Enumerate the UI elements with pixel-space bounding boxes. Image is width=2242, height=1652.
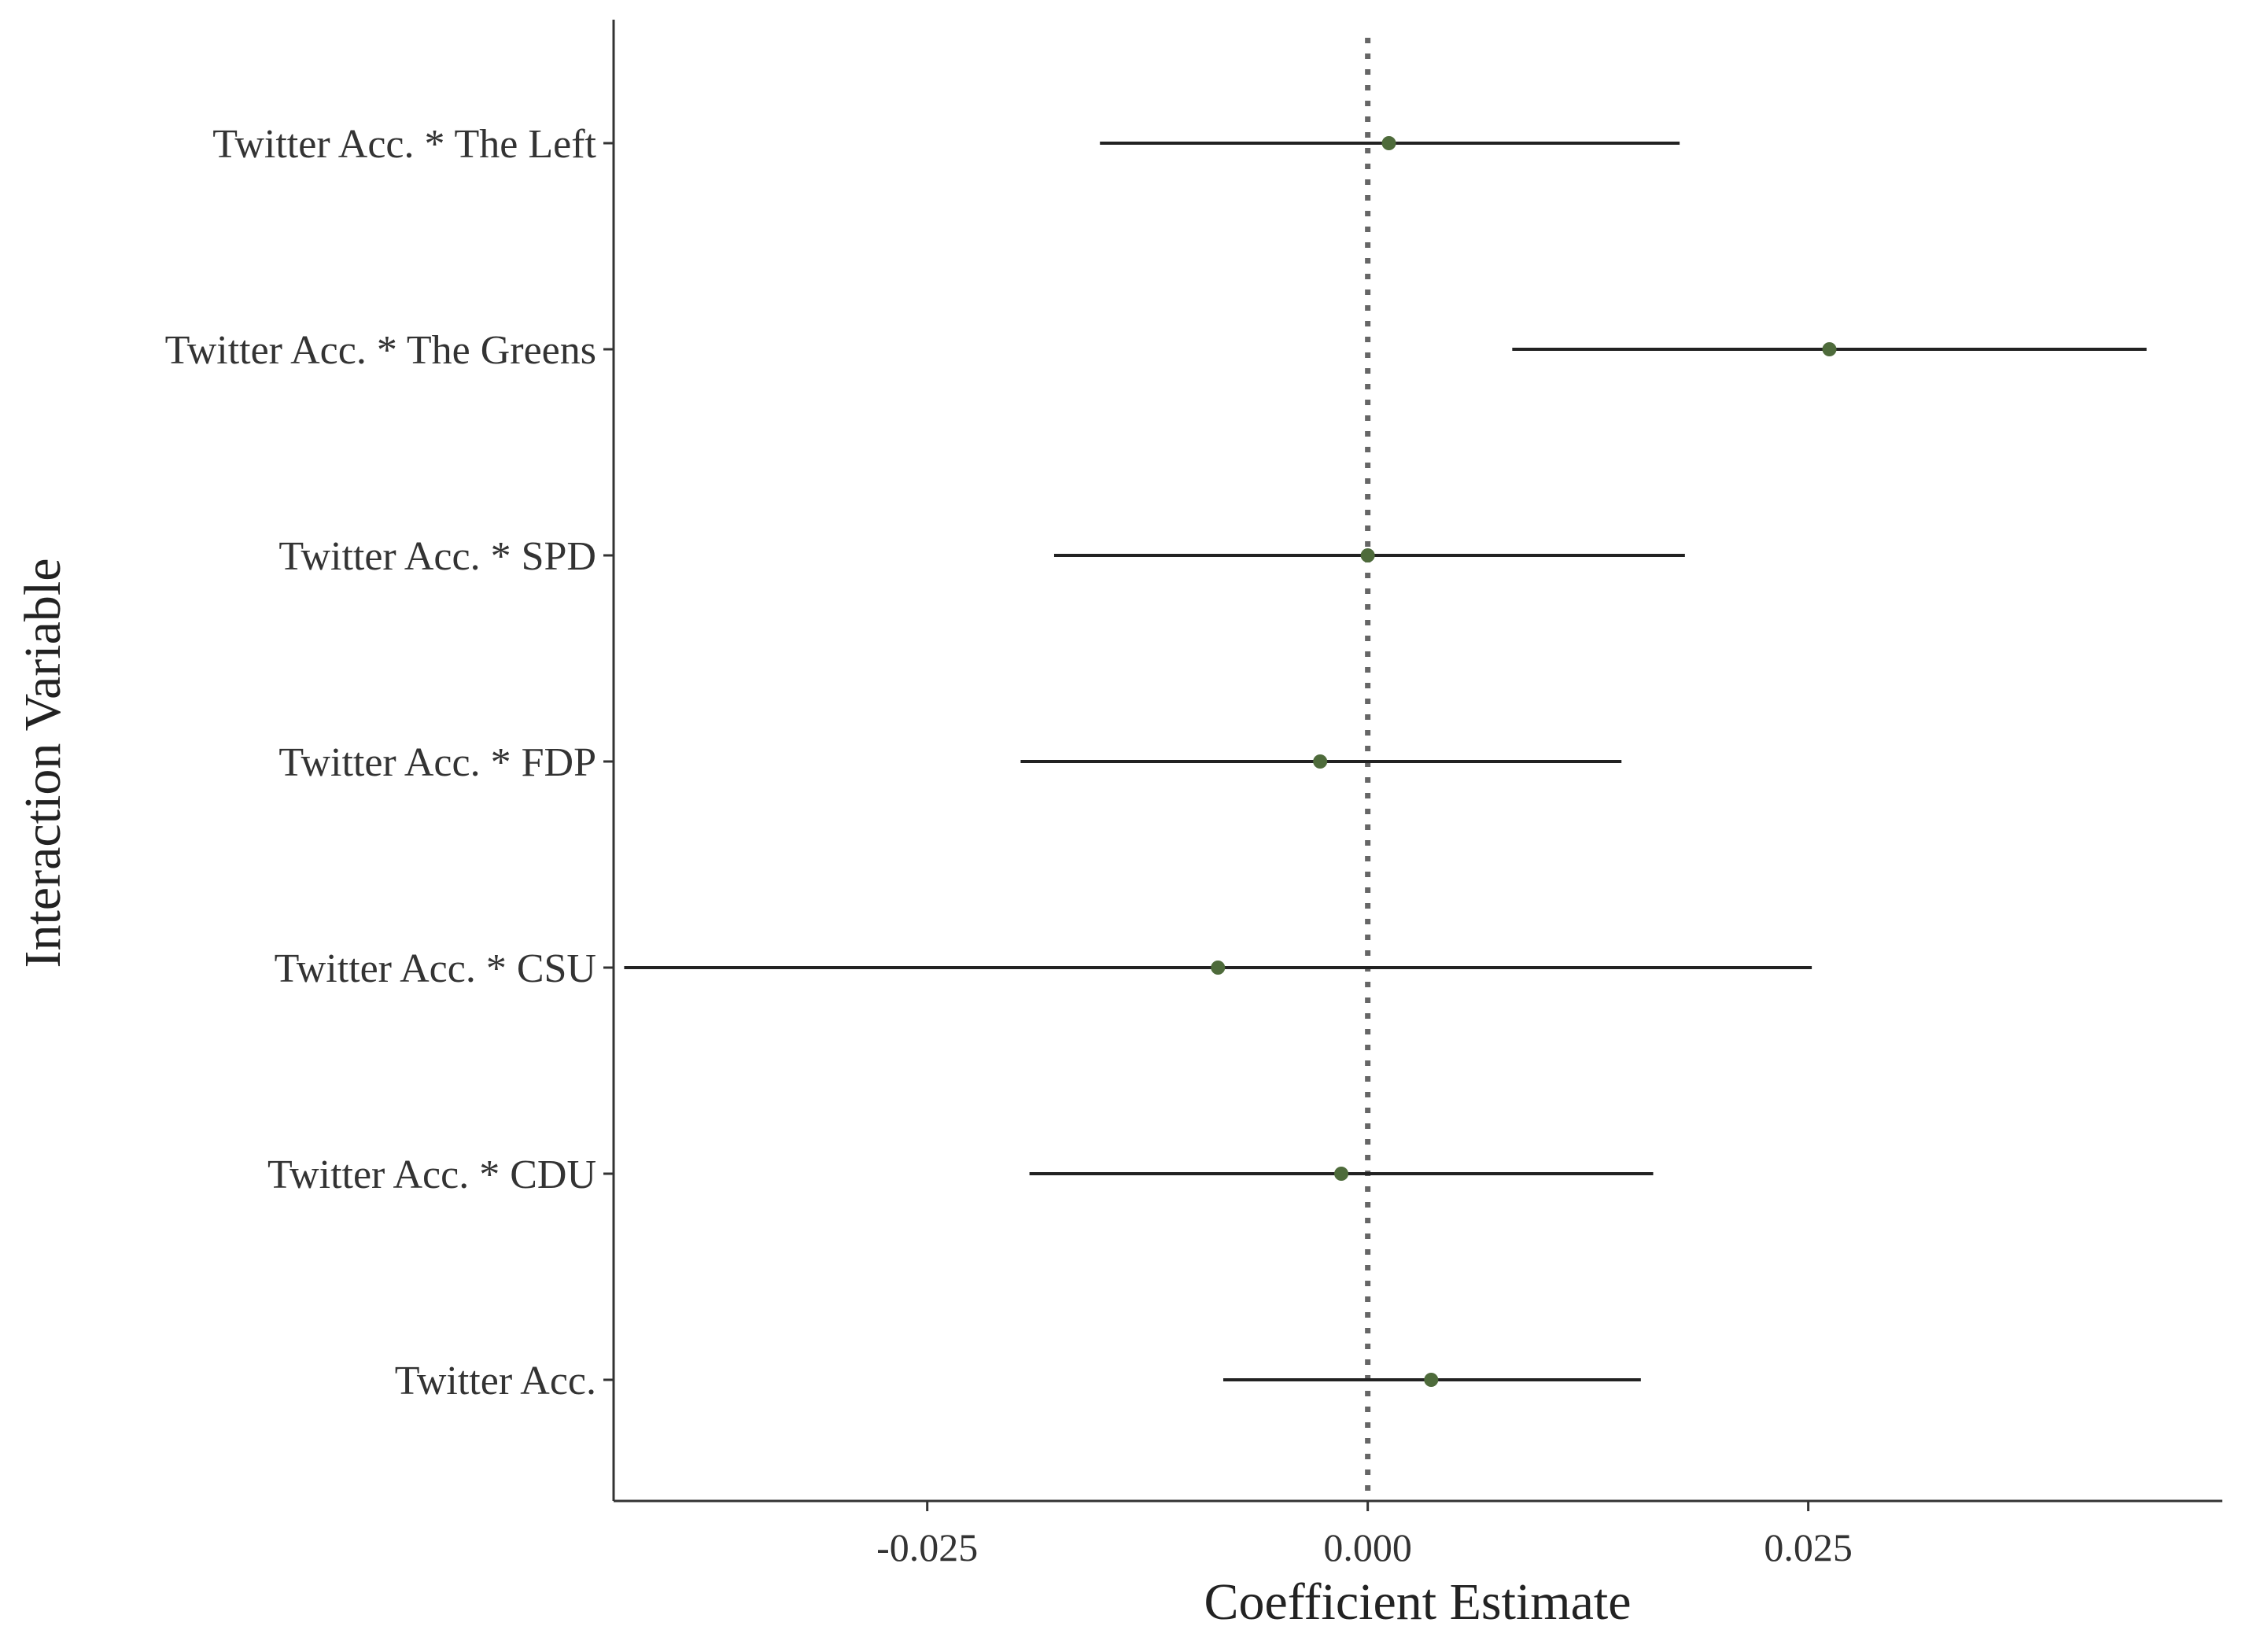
y-tick-label: Twitter Acc. * CDU bbox=[267, 1152, 596, 1197]
x-axis-title: Coefficient Estimate bbox=[1204, 1573, 1631, 1631]
point-estimate bbox=[1211, 961, 1226, 975]
y-tick-label: Twitter Acc. * FDP bbox=[278, 740, 596, 785]
point-estimate bbox=[1313, 754, 1328, 769]
point-estimate bbox=[1822, 342, 1837, 356]
x-tick-label: -0.025 bbox=[876, 1525, 978, 1569]
y-tick-label: Twitter Acc. bbox=[395, 1359, 596, 1403]
point-estimate bbox=[1381, 136, 1396, 150]
y-axis-title: Interaction Variable bbox=[14, 558, 72, 968]
x-tick-label: 0.025 bbox=[1764, 1525, 1853, 1569]
point-estimate bbox=[1424, 1373, 1439, 1387]
y-tick-label: Twitter Acc. * SPD bbox=[278, 534, 596, 579]
y-tick-label: Twitter Acc. * CSU bbox=[275, 946, 596, 991]
y-tick-label: Twitter Acc. * The Greens bbox=[165, 328, 596, 373]
y-tick-label: Twitter Acc. * The Left bbox=[212, 122, 596, 167]
point-estimate bbox=[1334, 1167, 1349, 1181]
x-tick-label: 0.000 bbox=[1323, 1525, 1412, 1569]
point-estimate bbox=[1360, 548, 1375, 562]
